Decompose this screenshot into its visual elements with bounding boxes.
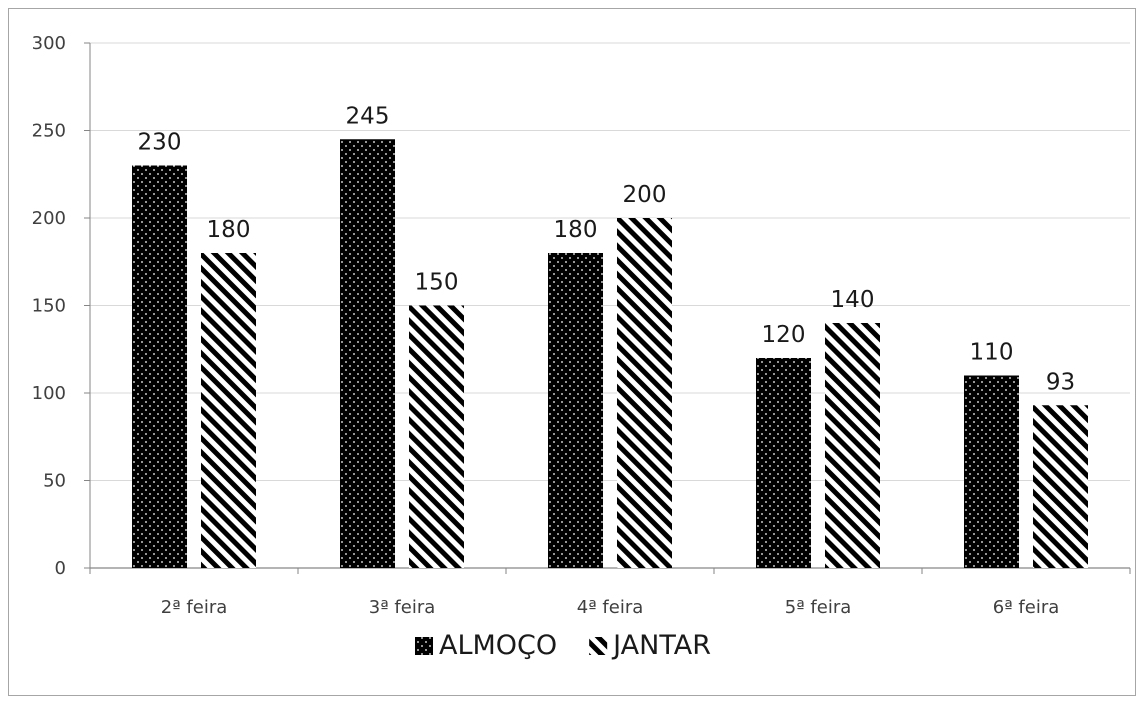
bar-jantar (409, 305, 464, 568)
legend-label: ALMOÇO (439, 630, 557, 661)
bar-jantar (825, 323, 880, 568)
x-tick-label: 5ª feira (785, 597, 852, 618)
x-tick-label: 3ª feira (369, 597, 436, 618)
x-tick-label: 4ª feira (577, 597, 644, 618)
bar-almoco (756, 358, 811, 568)
y-tick-label: 0 (55, 558, 66, 579)
bar-jantar (617, 218, 672, 568)
legend-label: JANTAR (611, 630, 711, 661)
data-label: 120 (762, 322, 806, 348)
data-labels: 230 180 245 150 180 200 120 140 110 93 (138, 103, 1076, 395)
data-label: 245 (346, 103, 390, 129)
data-label: 180 (554, 217, 598, 243)
y-tick-label: 100 (32, 383, 66, 404)
y-tick-label: 200 (32, 208, 66, 229)
bars (132, 139, 1088, 568)
y-tick-label: 150 (32, 296, 66, 317)
axes: 0 50 100 150 200 250 300 2ª feira 3ª feira 4ª fei… (32, 33, 1131, 618)
legend: ALMOÇO JANTAR (415, 630, 711, 661)
data-label: 93 (1046, 369, 1075, 395)
legend-swatch-jantar (589, 637, 608, 655)
gridlines (90, 42, 1130, 481)
data-label: 230 (138, 130, 182, 156)
bar-almoco (548, 253, 603, 568)
legend-swatch-almoco (415, 637, 433, 655)
bar-almoco (964, 375, 1019, 568)
data-label: 140 (831, 287, 875, 313)
bar-almoco (340, 139, 395, 568)
bar-jantar (1033, 405, 1088, 568)
data-label: 180 (207, 217, 251, 243)
bar-jantar (201, 253, 256, 568)
bar-almoco (132, 165, 187, 568)
y-tick-label: 300 (32, 33, 66, 54)
y-tick-label: 250 (32, 121, 66, 142)
x-tick-label: 2ª feira (161, 597, 228, 618)
x-tick-label: 6ª feira (993, 597, 1060, 618)
y-tick-label: 50 (43, 471, 66, 492)
data-label: 150 (415, 270, 459, 296)
data-label: 110 (970, 340, 1014, 366)
data-label: 200 (623, 182, 667, 208)
